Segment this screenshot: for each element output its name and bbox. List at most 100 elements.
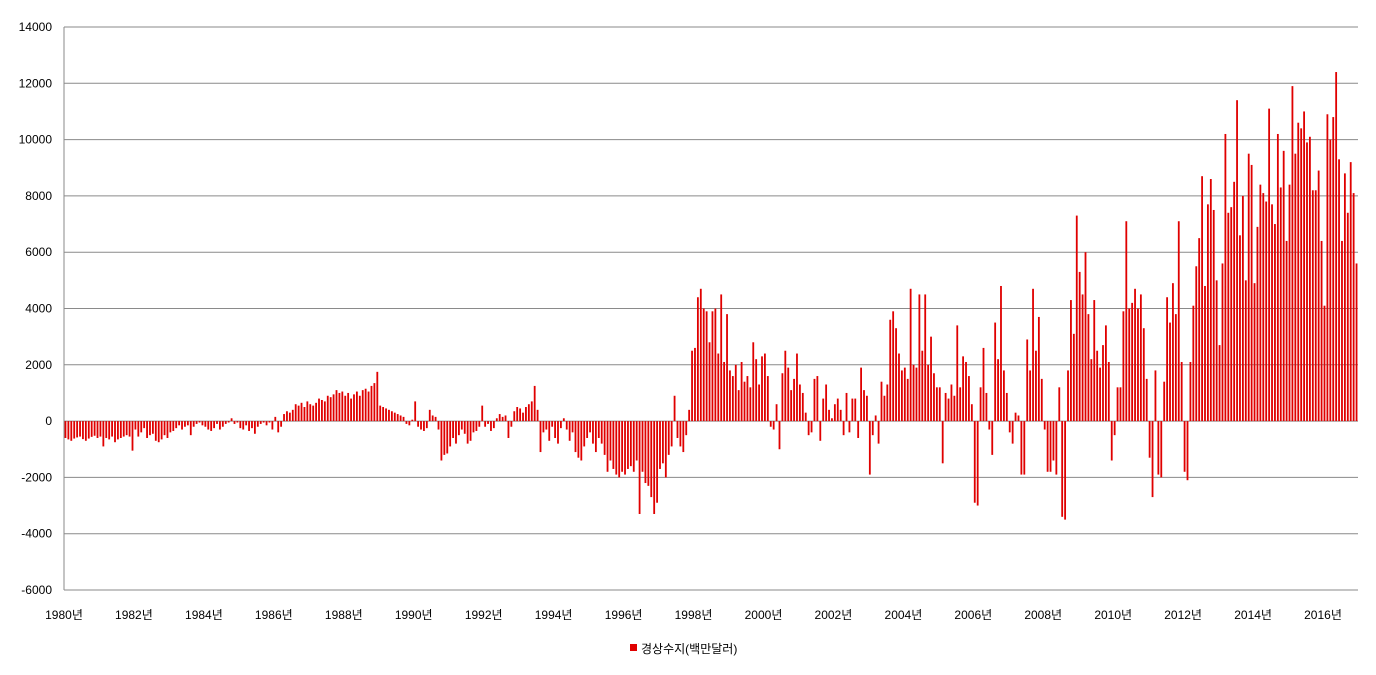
bar [635, 421, 638, 461]
bar [1285, 240, 1288, 422]
bar [1160, 421, 1163, 478]
bar [548, 421, 551, 441]
bar [283, 414, 285, 422]
bar [1311, 190, 1314, 422]
bar [1064, 421, 1067, 520]
bar [761, 356, 763, 422]
bar [752, 342, 755, 422]
bar [114, 421, 116, 443]
bar [1003, 370, 1005, 422]
bar [1005, 392, 1008, 422]
x-tick-label: 2014년 [1234, 608, 1272, 622]
bar [842, 421, 845, 436]
bar [146, 421, 148, 438]
bar [1043, 421, 1046, 430]
bar [1052, 421, 1055, 461]
bar [638, 421, 641, 514]
bar [186, 421, 189, 426]
bar [213, 421, 215, 429]
bar [1078, 271, 1081, 422]
bar [766, 376, 769, 422]
bar [364, 388, 367, 422]
bar [1055, 421, 1058, 475]
bar [597, 421, 600, 438]
bar [1011, 421, 1014, 444]
bar [1233, 181, 1236, 422]
bar [169, 421, 172, 433]
bar [1081, 294, 1084, 422]
bar [533, 385, 536, 422]
bar [484, 421, 487, 427]
bar [1102, 345, 1104, 422]
y-tick-label: 8000 [25, 189, 52, 203]
bar [734, 364, 737, 422]
bar [437, 421, 440, 430]
bar [1244, 280, 1247, 422]
bar [527, 404, 530, 422]
bar [664, 421, 667, 478]
bar [950, 384, 953, 422]
y-tick-label: 12000 [19, 76, 53, 90]
bar [606, 421, 609, 472]
bar [883, 395, 886, 422]
bar [1049, 421, 1052, 472]
y-axis-ticks: 14000 12000 10000 8000 6000 4000 2000 0 -2000 -40… [19, 20, 53, 597]
bar [647, 421, 650, 486]
bar [99, 421, 102, 437]
bar [373, 383, 376, 422]
bar [1125, 221, 1128, 422]
bar [898, 353, 900, 422]
bar [670, 421, 673, 447]
bar [1020, 421, 1023, 475]
bar [970, 404, 973, 422]
bar [915, 367, 918, 422]
bar [877, 421, 880, 444]
x-tick-label: 2000년 [745, 608, 783, 622]
bar [1157, 421, 1160, 475]
bar [1122, 311, 1125, 422]
bar [1131, 302, 1134, 422]
bar [408, 421, 411, 426]
bar [70, 421, 73, 441]
bar [338, 392, 341, 422]
bar [315, 402, 317, 422]
bar [192, 421, 195, 427]
bar [1265, 201, 1268, 422]
bar [906, 378, 909, 422]
bar [965, 361, 967, 422]
bar [586, 421, 589, 438]
bar [848, 421, 851, 433]
bar [557, 421, 559, 444]
bar [216, 421, 218, 424]
bar [924, 294, 927, 422]
bar [166, 421, 169, 438]
bar [825, 384, 828, 422]
bar [1174, 314, 1177, 422]
bar [128, 421, 131, 437]
bar [600, 421, 603, 444]
bar [723, 361, 726, 422]
bar [1172, 283, 1174, 422]
bar [927, 364, 930, 422]
bar [1075, 215, 1078, 422]
bar [280, 421, 283, 427]
bar [312, 405, 315, 422]
bar [1268, 108, 1271, 422]
bar [1029, 370, 1032, 422]
bar [245, 421, 248, 426]
x-tick-label: 2002년 [815, 608, 853, 622]
bar [539, 421, 542, 453]
bar [1201, 176, 1203, 422]
bar [341, 391, 344, 422]
bar [787, 367, 790, 422]
bar [154, 421, 157, 441]
bar [1209, 179, 1212, 422]
bar [740, 361, 743, 422]
bar [1035, 350, 1037, 422]
bar [828, 409, 830, 422]
bar [696, 297, 699, 422]
bar [1090, 359, 1093, 422]
bar [1096, 350, 1099, 422]
bar [1061, 421, 1064, 517]
legend-label: 경상수지(백만달러) [641, 642, 737, 656]
